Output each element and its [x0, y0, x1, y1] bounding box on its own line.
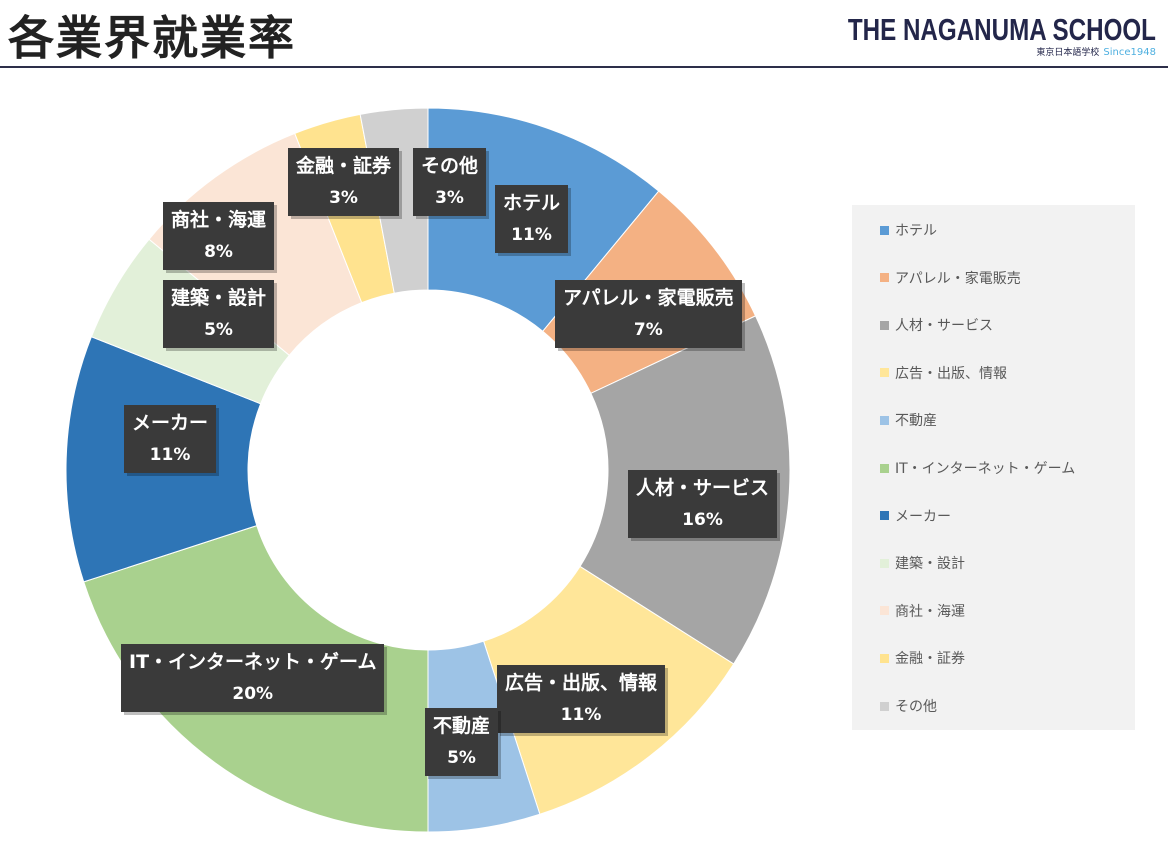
- legend-label: ホテル: [895, 223, 937, 239]
- legend-swatch: [880, 606, 889, 616]
- data-label: 建築・設計 5%: [163, 280, 275, 348]
- data-label: メーカー 11%: [124, 405, 217, 473]
- legend-item: メーカー: [880, 506, 951, 526]
- legend-item: 金融・証券: [880, 648, 965, 668]
- data-label-category: 商社・海運: [171, 209, 267, 231]
- data-label-category: 広告・出版、情報: [505, 672, 658, 694]
- data-label-value: 16%: [682, 510, 723, 530]
- data-label-value: 11%: [560, 705, 602, 725]
- header-divider: [0, 66, 1168, 68]
- legend-item: 不動産: [880, 410, 937, 430]
- data-label: 広告・出版、情報 11%: [497, 665, 666, 733]
- data-label: ホテル 11%: [495, 185, 569, 253]
- data-label: 商社・海運 8%: [163, 202, 275, 270]
- legend-label: 金融・証券: [895, 651, 965, 668]
- data-label-value: 11%: [511, 225, 552, 245]
- data-label-category: アパレル・家電販売: [563, 287, 734, 309]
- legend-item: アパレル・家電販売: [880, 268, 1021, 288]
- legend-swatch: [880, 511, 889, 521]
- legend-swatch: [880, 558, 889, 568]
- legend-item: IT・インターネット・ゲーム: [880, 458, 1075, 478]
- legend-swatch: [880, 463, 889, 473]
- legend-swatch: [880, 368, 889, 378]
- legend-swatch: [880, 225, 889, 235]
- legend-label: アパレル・家電販売: [895, 270, 1021, 287]
- data-label: その他 3%: [413, 148, 487, 216]
- data-label-category: メーカー: [132, 412, 209, 434]
- legend: ホテルアパレル・家電販売 人材・サービス 広告・出版、情報 不動産 IT・インターネット…: [852, 205, 1135, 730]
- legend-label: 不動産: [895, 413, 937, 430]
- data-label-category: 金融・証券: [296, 155, 392, 177]
- data-label: IT・インターネット・ゲーム 20%: [121, 644, 385, 712]
- legend-swatch: [880, 273, 889, 283]
- legend-item: 広告・出版、情報: [880, 363, 1007, 383]
- legend-item: 商社・海運: [880, 601, 965, 621]
- data-label-category: 不動産: [433, 715, 491, 737]
- legend-swatch: [880, 653, 889, 663]
- legend-label: 広告・出版、情報: [895, 365, 1007, 382]
- data-label-value: 7%: [633, 320, 663, 340]
- legend-label: その他: [895, 699, 937, 715]
- data-label-value: 8%: [204, 242, 233, 262]
- legend-item: その他: [880, 696, 937, 716]
- legend-label: IT・インターネット・ゲーム: [895, 461, 1076, 477]
- logo-since: Since1948: [1103, 47, 1156, 58]
- data-label-category: 人材・サービス: [636, 477, 770, 499]
- page-title: 各業界就業率: [8, 11, 296, 65]
- data-label-value: 5%: [447, 748, 476, 768]
- data-label-category: ホテル: [503, 192, 561, 214]
- data-label: 不動産 5%: [425, 708, 499, 776]
- data-label-category: 建築・設計: [171, 287, 267, 309]
- data-label-value: 20%: [232, 684, 274, 704]
- data-label-value: 3%: [329, 188, 358, 208]
- legend-item: 人材・サービス: [880, 315, 993, 335]
- data-label-value: 11%: [149, 445, 191, 465]
- legend-item: ホテル: [880, 220, 937, 240]
- legend-label: 人材・サービス: [895, 318, 993, 335]
- logo-sub: 東京日本語学校: [1036, 48, 1100, 58]
- legend-swatch: [880, 320, 889, 330]
- legend-label: 建築・設計: [895, 556, 965, 573]
- legend-swatch: [880, 415, 889, 425]
- legend-item: 建築・設計: [880, 553, 965, 573]
- logo-main: THE NAGANUMA SCHOOL: [847, 12, 1156, 47]
- legend-swatch: [880, 701, 889, 711]
- data-label: アパレル・家電販売 7%: [555, 280, 742, 348]
- data-label: 金融・証券 3%: [288, 148, 400, 216]
- logo: THE NAGANUMA SCHOOL 東京日本語学校 Since1948: [761, 12, 1156, 58]
- data-label-category: その他: [421, 155, 479, 177]
- data-label-value: 5%: [204, 320, 233, 340]
- data-label-category: IT・インターネット・ゲーム: [129, 651, 377, 673]
- legend-label: メーカー: [895, 508, 951, 525]
- data-label: 人材・サービス 16%: [628, 470, 778, 538]
- data-label-value: 3%: [435, 188, 464, 208]
- legend-label: 商社・海運: [895, 603, 965, 620]
